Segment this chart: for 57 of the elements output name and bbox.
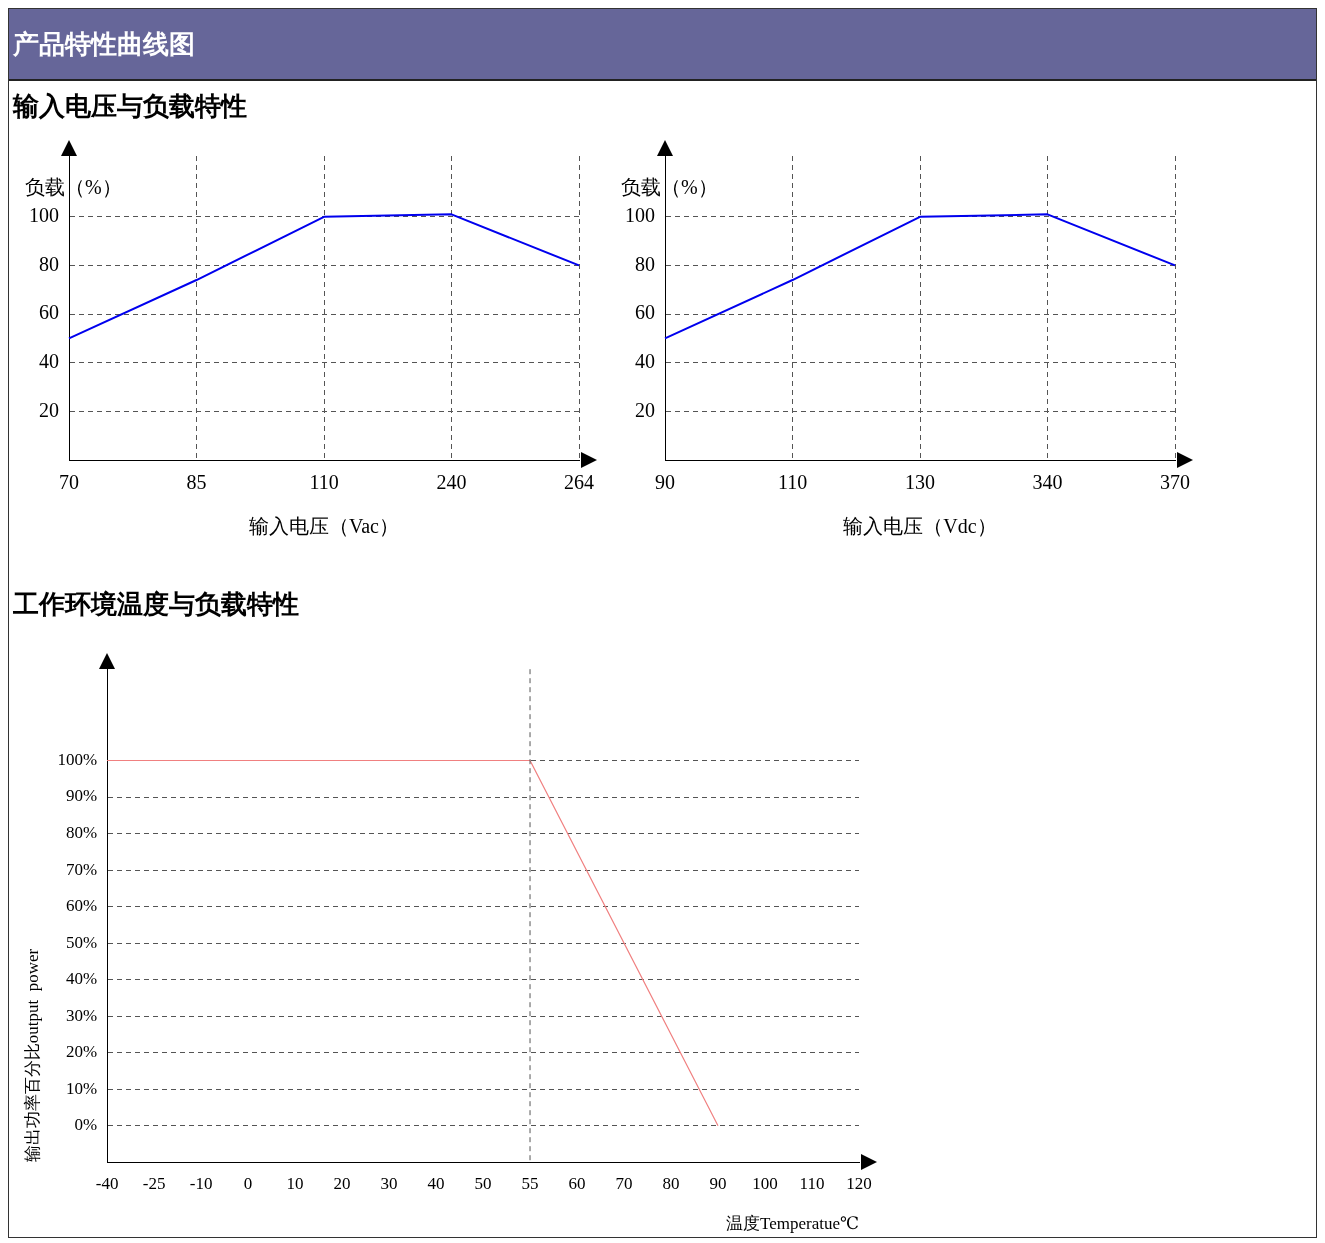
y-axis-title: 负载（%）: [621, 176, 718, 198]
x-tick-label: -25: [142, 1173, 166, 1193]
x-axis-title: 温度Temperatue℃: [725, 1214, 859, 1234]
x-tick-label: -10: [189, 1173, 213, 1193]
y-tick-label: 80%: [65, 823, 98, 842]
x-tick-label: 55: [521, 1173, 539, 1193]
x-tick-label: 20: [333, 1173, 351, 1193]
y-tick-label: 100: [625, 204, 655, 227]
y-tick-label: 80: [39, 252, 59, 275]
y-tick-label: 20: [635, 398, 655, 421]
x-tick-label: 370: [1160, 471, 1190, 494]
y-tick-label: 20: [39, 398, 59, 421]
x-tick-label: 120: [846, 1173, 872, 1193]
x-axis-title: 输入电压（Vdc）: [843, 515, 997, 538]
y-tick-label: 90%: [65, 786, 98, 806]
x-tick-label: 90: [655, 471, 675, 494]
y-tick-label: 40: [39, 349, 59, 372]
x-tick-label: 90: [709, 1173, 727, 1193]
y-tick-label: 10%: [65, 1078, 98, 1098]
chart-title: 产品特性曲线图: [13, 28, 195, 61]
y-tick-label: 0%: [74, 1115, 98, 1135]
y-tick-label: 20%: [65, 1042, 98, 1062]
x-tick-label: 240: [436, 471, 467, 494]
y-tick-label: 30%: [65, 1005, 98, 1025]
y-tick-label: 60%: [65, 896, 98, 916]
y-tick-label: 50%: [65, 932, 98, 952]
y-tick-label: 100%: [57, 749, 98, 769]
chart-subtitle: 输入电压与负载特性: [13, 90, 247, 123]
x-tick-label: -40: [95, 1173, 119, 1193]
x-tick-label: 130: [905, 471, 935, 494]
x-tick-label: 110: [309, 471, 339, 494]
y-tick-label: 40%: [65, 969, 98, 989]
y-tick-label: 70%: [65, 859, 98, 879]
x-tick-label: 60: [568, 1173, 586, 1193]
x-tick-label: 50: [474, 1173, 492, 1193]
y-tick-label: 60: [39, 301, 59, 324]
x-tick-label: 30: [380, 1173, 398, 1193]
x-tick-label: 40: [427, 1173, 445, 1193]
x-tick-label: 85: [186, 471, 207, 494]
x-tick-label: 70: [615, 1173, 633, 1193]
x-tick-label: 10: [286, 1173, 304, 1193]
x-tick-label: 80: [662, 1173, 680, 1193]
x-tick-label: 340: [1032, 471, 1063, 494]
x-tick-label: 264: [564, 471, 594, 494]
x-tick-label: 70: [59, 471, 79, 494]
x-tick-label: 100: [752, 1173, 778, 1193]
x-tick-label: 0: [243, 1173, 253, 1193]
x-tick-label: 110: [777, 471, 808, 494]
x-tick-label: 110: [799, 1173, 825, 1193]
y-axis-title: 输出功率百分比output power: [22, 948, 42, 1163]
y-tick-label: 60: [635, 301, 655, 324]
chart-title: 工作环境温度与负载特性: [13, 588, 299, 621]
y-tick-label: 40: [635, 349, 655, 372]
y-axis-title: 负载（%）: [25, 176, 122, 198]
x-axis-title: 输入电压（Vac）: [249, 515, 399, 538]
y-tick-label: 80: [635, 252, 655, 275]
y-tick-label: 100: [29, 204, 59, 227]
